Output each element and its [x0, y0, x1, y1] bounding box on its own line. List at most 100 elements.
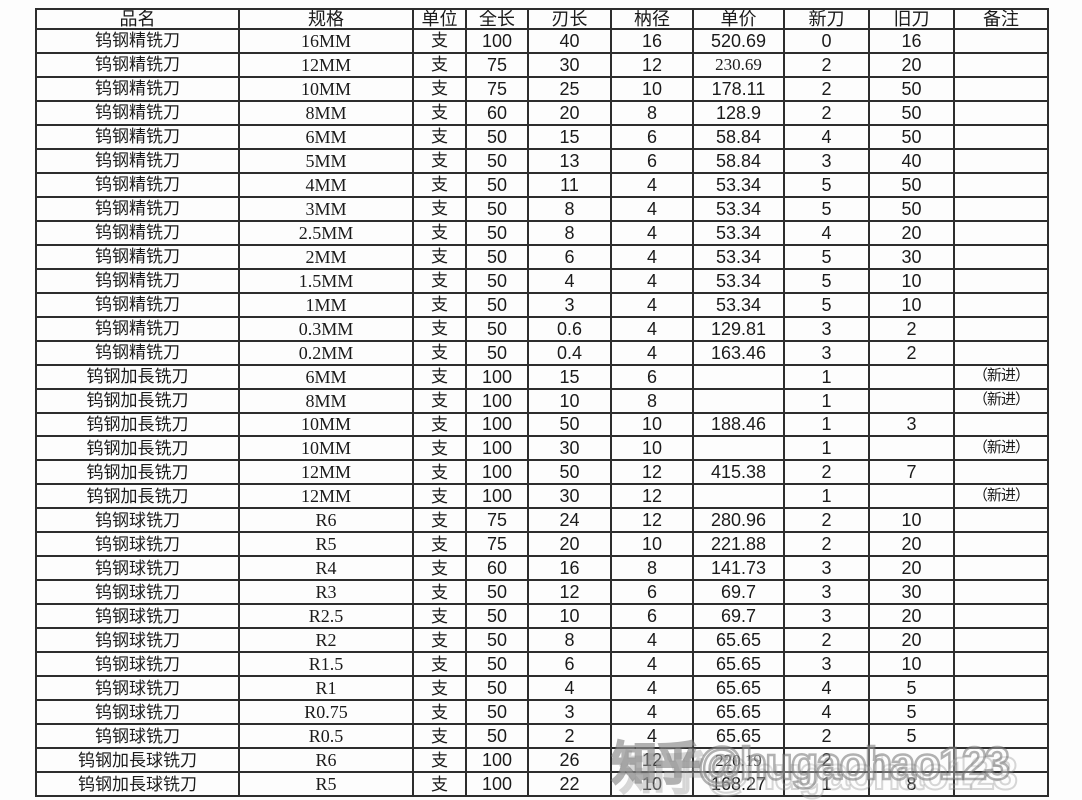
cell-unit_price: 178.11 — [692, 75, 785, 102]
cell-new_count: 3 — [783, 315, 870, 342]
table-row: 钨钢球铣刀 R3 支 50 12 6 69.7 3 30 — [35, 579, 1049, 606]
cell-shank_diameter: 4 — [610, 291, 694, 318]
cell-new_count: 5 — [783, 267, 870, 294]
cell-shank_diameter: 12 — [610, 747, 694, 774]
cell-remark — [953, 243, 1049, 270]
cell-product_name: 钨钢精铣刀 — [35, 75, 240, 102]
cell-new_count: 2 — [783, 747, 870, 774]
cell-remark — [953, 771, 1049, 797]
cell-spec: 2.5MM — [238, 219, 414, 246]
cell-unit_price: 141.73 — [692, 555, 785, 582]
cell-spec: R5 — [238, 531, 414, 558]
cell-spec: R2.5 — [238, 603, 414, 630]
cell-spec: 12MM — [238, 51, 414, 78]
cell-blade_length: 11 — [527, 171, 612, 198]
cell-product_name: 钨钢加長铣刀 — [35, 483, 240, 510]
cell-spec: R4 — [238, 555, 414, 582]
cell-unit_price: 53.34 — [692, 267, 785, 294]
cell-overall_length: 75 — [465, 531, 529, 558]
cell-remark: （新进） — [953, 483, 1049, 510]
table-row: 钨钢球铣刀 R5 支 75 20 10 221.88 2 20 — [35, 531, 1049, 558]
cell-overall_length: 50 — [465, 651, 529, 678]
cell-remark — [953, 627, 1049, 654]
cell-new_count: 3 — [783, 339, 870, 366]
cell-spec: R3 — [238, 579, 414, 606]
cell-overall_length: 100 — [465, 771, 529, 797]
cell-shank_diameter: 8 — [610, 555, 694, 582]
cell-new_count: 3 — [783, 147, 870, 174]
cell-spec: R1.5 — [238, 651, 414, 678]
cell-new_count: 1 — [783, 411, 870, 438]
cell-overall_length: 50 — [465, 171, 529, 198]
cell-old_count: 50 — [868, 75, 955, 102]
cell-product_name: 钨钢球铣刀 — [35, 555, 240, 582]
cell-old_count — [868, 363, 955, 390]
cell-unit_price: 163.46 — [692, 339, 785, 366]
column-header-new_count: 新刀 — [783, 8, 870, 30]
table-row: 钨钢精铣刀 1.5MM 支 50 4 4 53.34 5 10 — [35, 267, 1049, 294]
cell-spec: R1 — [238, 675, 414, 702]
column-header-blade_length: 刃长 — [527, 8, 612, 30]
cell-unit: 支 — [412, 555, 467, 582]
cell-new_count: 4 — [783, 219, 870, 246]
table-row: 钨钢精铣刀 3MM 支 50 8 4 53.34 5 50 — [35, 195, 1049, 222]
cell-unit_price — [692, 387, 785, 414]
cell-overall_length: 50 — [465, 243, 529, 270]
cell-overall_length: 50 — [465, 123, 529, 150]
cell-unit: 支 — [412, 315, 467, 342]
cell-spec: 4MM — [238, 171, 414, 198]
column-header-product_name: 品名 — [35, 8, 240, 30]
cell-new_count: 2 — [783, 75, 870, 102]
cell-unit_price — [692, 435, 785, 462]
cell-old_count: 40 — [868, 147, 955, 174]
tool-inventory-table: 品名 规格 单位 全长 刃长 枘径 单价 新刀 旧刀 备注 钨钢精铣刀 16MM 支 100 40 16 52… — [35, 8, 1049, 797]
cell-unit_price: 53.34 — [692, 219, 785, 246]
cell-unit_price: 53.34 — [692, 171, 785, 198]
cell-remark — [953, 651, 1049, 678]
cell-new_count: 2 — [783, 531, 870, 558]
cell-old_count — [868, 387, 955, 414]
cell-shank_diameter: 10 — [610, 771, 694, 797]
cell-remark — [953, 99, 1049, 126]
cell-old_count: 20 — [868, 603, 955, 630]
cell-spec: 8MM — [238, 387, 414, 414]
table-row: 钨钢加長铣刀 8MM 支 100 10 8 1 （新进） — [35, 387, 1049, 414]
cell-shank_diameter: 10 — [610, 435, 694, 462]
cell-blade_length: 13 — [527, 147, 612, 174]
cell-remark — [953, 411, 1049, 438]
cell-remark — [953, 459, 1049, 486]
cell-spec: 0.3MM — [238, 315, 414, 342]
cell-unit_price: 65.65 — [692, 651, 785, 678]
cell-unit_price: 129.81 — [692, 315, 785, 342]
cell-unit: 支 — [412, 267, 467, 294]
header-row: 品名 规格 单位 全长 刃长 枘径 单价 新刀 旧刀 备注 — [35, 8, 1049, 30]
column-header-unit_price: 单价 — [692, 8, 785, 30]
cell-blade_length: 4 — [527, 675, 612, 702]
cell-overall_length: 50 — [465, 291, 529, 318]
cell-unit: 支 — [412, 699, 467, 726]
cell-shank_diameter: 4 — [610, 195, 694, 222]
cell-new_count: 1 — [783, 435, 870, 462]
cell-new_count: 2 — [783, 99, 870, 126]
column-header-old_count: 旧刀 — [868, 8, 955, 30]
cell-product_name: 钨钢精铣刀 — [35, 99, 240, 126]
cell-remark — [953, 195, 1049, 222]
table-row: 钨钢精铣刀 8MM 支 60 20 8 128.9 2 50 — [35, 99, 1049, 126]
cell-old_count: 50 — [868, 171, 955, 198]
cell-unit_price: 58.84 — [692, 123, 785, 150]
cell-unit: 支 — [412, 483, 467, 510]
cell-unit_price: 280.96 — [692, 507, 785, 534]
cell-product_name: 钨钢精铣刀 — [35, 267, 240, 294]
cell-overall_length: 100 — [465, 28, 529, 54]
cell-remark — [953, 28, 1049, 54]
cell-spec: R6 — [238, 747, 414, 774]
cell-overall_length: 50 — [465, 723, 529, 750]
cell-blade_length: 3 — [527, 291, 612, 318]
cell-spec: 1.5MM — [238, 267, 414, 294]
cell-product_name: 钨钢球铣刀 — [35, 723, 240, 750]
cell-blade_length: 4 — [527, 267, 612, 294]
cell-new_count: 3 — [783, 555, 870, 582]
cell-blade_length: 10 — [527, 603, 612, 630]
cell-old_count: 7 — [868, 459, 955, 486]
cell-unit_price: 230.69 — [692, 51, 785, 78]
